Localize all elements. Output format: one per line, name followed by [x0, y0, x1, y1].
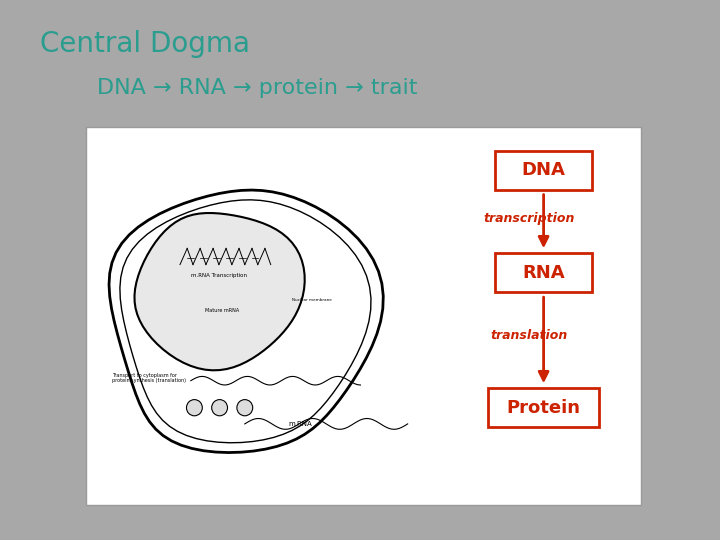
Text: DNA → RNA → protein → trait: DNA → RNA → protein → trait [97, 78, 418, 98]
Text: transcription: transcription [484, 212, 575, 225]
Text: DNA: DNA [522, 161, 565, 179]
Text: RNA: RNA [522, 264, 565, 282]
Text: translation: translation [490, 329, 568, 342]
Ellipse shape [212, 400, 228, 416]
Text: Nuclear membrane: Nuclear membrane [292, 298, 331, 302]
Text: Transport to cytoplasm for
protein synthesis (translation): Transport to cytoplasm for protein synth… [112, 373, 186, 383]
FancyBboxPatch shape [86, 127, 641, 505]
FancyBboxPatch shape [495, 253, 593, 292]
FancyBboxPatch shape [495, 151, 593, 190]
Polygon shape [109, 190, 383, 453]
FancyBboxPatch shape [488, 388, 599, 427]
Text: Central Dogma: Central Dogma [40, 30, 250, 58]
Text: Mature mRNA: Mature mRNA [205, 308, 240, 313]
Text: m.RNA: m.RNA [288, 421, 312, 427]
Text: m.RNA Transcription: m.RNA Transcription [191, 273, 247, 278]
Ellipse shape [186, 400, 202, 416]
Text: Protein: Protein [507, 399, 580, 417]
Polygon shape [135, 213, 305, 370]
Ellipse shape [237, 400, 253, 416]
